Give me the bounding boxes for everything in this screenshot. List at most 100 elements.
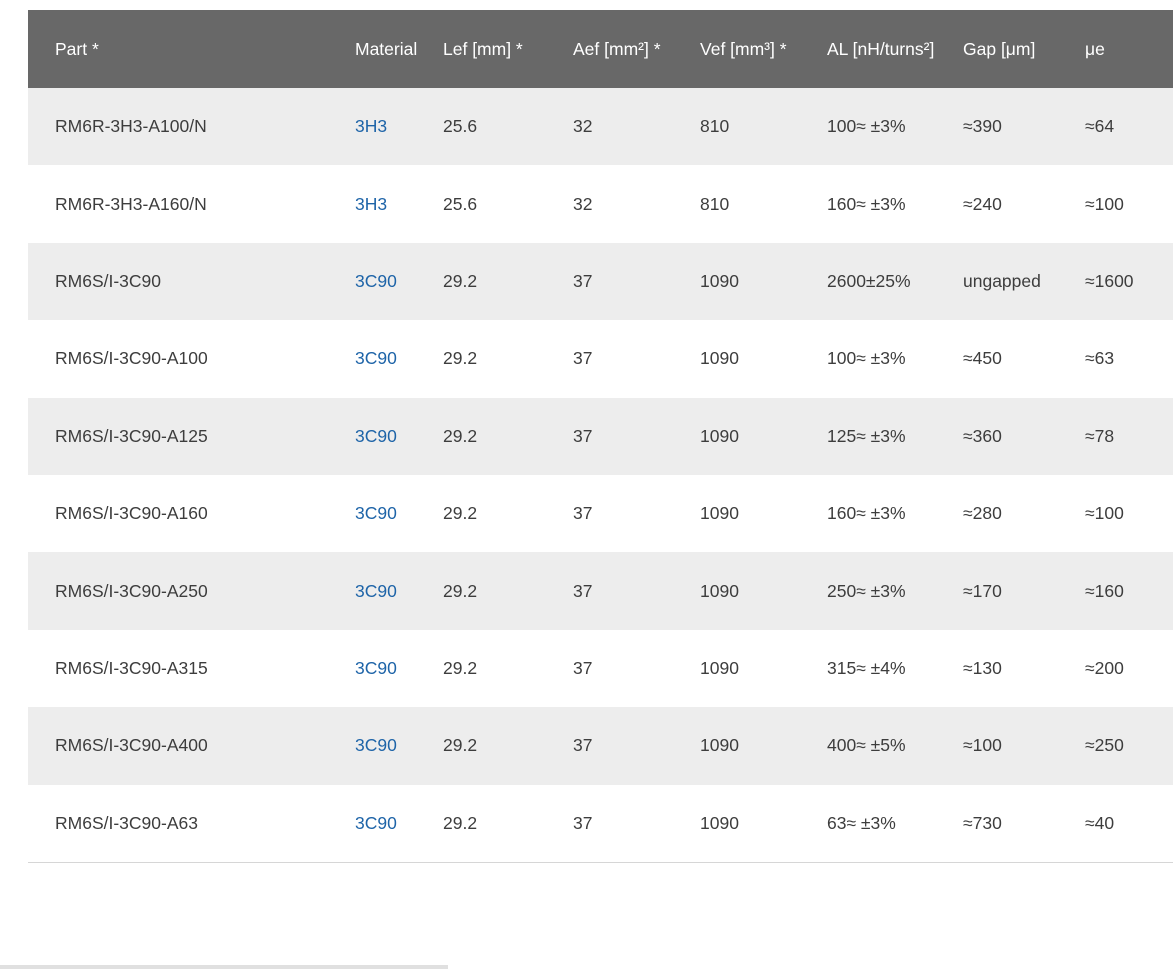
table-row: RM6S/I-3C90-A63 3C90 29.2 37 1090 63≈ ±3% ≈730… (28, 784, 1173, 863)
cell-part: RM6S/I-3C90-A125 (55, 425, 208, 446)
material-link[interactable]: 3C90 (355, 657, 397, 678)
cell-lef: 29.2 (443, 348, 478, 369)
cell-lef: 25.6 (443, 193, 478, 214)
cell-lef: 25.6 (443, 116, 478, 137)
cell-al: 100≈ ±3% (827, 116, 906, 137)
cell-ue: ≈78 (1085, 425, 1115, 446)
material-link[interactable]: 3H3 (355, 116, 388, 137)
cell-part: RM6R-3H3-A160/N (55, 193, 207, 214)
cell-lef: 29.2 (443, 580, 478, 601)
table-body: RM6R-3H3-A100/N 3H3 25.6 32 810 100≈ ±3% ≈390 ≈… (28, 88, 1173, 863)
material-link[interactable]: 3C90 (355, 270, 397, 291)
cell-aef: 32 (573, 116, 593, 137)
cell-lef: 29.2 (443, 735, 478, 756)
table-row: RM6S/I-3C90 3C90 29.2 37 1090 2600±25% ungappe… (28, 242, 1173, 321)
cell-material: 3C90 (355, 243, 443, 320)
cell-ue: ≈200 (1085, 657, 1124, 678)
cell-aef: 37 (573, 270, 593, 291)
cell-gap: ≈170 (963, 580, 1002, 601)
table-row: RM6S/I-3C90-A160 3C90 29.2 37 1090 160≈ ±3% ≈2… (28, 474, 1173, 553)
cell-material: 3C90 (355, 785, 443, 863)
material-link[interactable]: 3C90 (355, 735, 397, 756)
cell-part: RM6S/I-3C90-A63 (55, 812, 198, 833)
cell-gap: ≈450 (963, 348, 1002, 369)
parts-table: Part * Material Lef [mm] * Aef [mm²] * Vef [… (28, 10, 1173, 863)
cell-lef: 29.2 (443, 270, 478, 291)
cell-al: 125≈ ±3% (827, 425, 906, 446)
cell-vef: 1090 (700, 270, 739, 291)
cell-lef: 29.2 (443, 425, 478, 446)
cell-gap: ≈730 (963, 812, 1002, 833)
column-header-al: AL [nH/turns²] (827, 10, 963, 88)
cell-al: 2600±25% (827, 270, 911, 291)
material-link[interactable]: 3C90 (355, 580, 397, 601)
cell-material: 3H3 (355, 165, 443, 242)
cell-aef: 37 (573, 503, 593, 524)
cell-gap: ≈100 (963, 735, 1002, 756)
material-link[interactable]: 3H3 (355, 193, 388, 214)
cell-part: RM6S/I-3C90 (55, 270, 162, 291)
bottom-section-edge (0, 965, 448, 969)
cell-lef: 29.2 (443, 503, 478, 524)
material-link[interactable]: 3C90 (355, 812, 397, 833)
cell-part: RM6R-3H3-A100/N (55, 116, 207, 137)
cell-vef: 1090 (700, 348, 739, 369)
cell-gap: ≈390 (963, 116, 1002, 137)
cell-aef: 37 (573, 348, 593, 369)
cell-vef: 810 (700, 193, 730, 214)
cell-al: 160≈ ±3% (827, 503, 906, 524)
cell-vef: 1090 (700, 503, 739, 524)
cell-lef: 29.2 (443, 657, 478, 678)
cell-ue: ≈40 (1085, 812, 1115, 833)
cell-material: 3H3 (355, 88, 443, 165)
cell-vef: 1090 (700, 735, 739, 756)
cell-part: RM6S/I-3C90-A160 (55, 503, 208, 524)
cell-aef: 37 (573, 580, 593, 601)
table-row: RM6S/I-3C90-A250 3C90 29.2 37 1090 250≈ ±3% ≈1… (28, 552, 1173, 630)
cell-material: 3C90 (355, 398, 443, 475)
cell-material: 3C90 (355, 475, 443, 552)
cell-ue: ≈100 (1085, 503, 1124, 524)
cell-gap: ungapped (963, 270, 1041, 291)
cell-material: 3C90 (355, 552, 443, 629)
material-link[interactable]: 3C90 (355, 348, 397, 369)
cell-part: RM6S/I-3C90-A315 (55, 657, 208, 678)
material-link[interactable]: 3C90 (355, 503, 397, 524)
cell-material: 3C90 (355, 707, 443, 784)
column-header-material: Material (355, 10, 443, 88)
cell-ue: ≈160 (1085, 580, 1124, 601)
cell-part: RM6S/I-3C90-A400 (55, 735, 208, 756)
cell-part: RM6S/I-3C90-A100 (55, 348, 208, 369)
cell-al: 63≈ ±3% (827, 812, 896, 833)
cell-al: 400≈ ±5% (827, 735, 906, 756)
column-header-vef: Vef [mm³] * (700, 10, 827, 88)
column-header-part: Part * (28, 10, 355, 88)
column-header-lef: Lef [mm] * (443, 10, 573, 88)
cell-al: 160≈ ±3% (827, 193, 906, 214)
cell-al: 315≈ ±4% (827, 657, 906, 678)
table-header-row: Part * Material Lef [mm] * Aef [mm²] * Vef [… (28, 10, 1173, 88)
cell-al: 100≈ ±3% (827, 348, 906, 369)
cell-lef: 29.2 (443, 812, 478, 833)
table-row: RM6S/I-3C90-A100 3C90 29.2 37 1090 100≈ ±3% ≈4… (28, 320, 1173, 398)
cell-gap: ≈360 (963, 425, 1002, 446)
cell-vef: 1090 (700, 580, 739, 601)
cell-material: 3C90 (355, 630, 443, 707)
parts-table-container: Part * Material Lef [mm] * Aef [mm²] * Vef [… (28, 10, 1173, 863)
cell-ue: ≈1600 (1085, 270, 1134, 291)
material-link[interactable]: 3C90 (355, 425, 397, 446)
cell-part: RM6S/I-3C90-A250 (55, 580, 208, 601)
column-header-gap: Gap [μm] (963, 10, 1085, 88)
table-row: RM6S/I-3C90-A315 3C90 29.2 37 1090 315≈ ±4% ≈1… (28, 629, 1173, 708)
cell-gap: ≈130 (963, 657, 1002, 678)
cell-gap: ≈240 (963, 193, 1002, 214)
cell-al: 250≈ ±3% (827, 580, 906, 601)
table-row: RM6S/I-3C90-A400 3C90 29.2 37 1090 400≈ ±5% ≈1… (28, 707, 1173, 785)
table-row: RM6R-3H3-A100/N 3H3 25.6 32 810 100≈ ±3% ≈390 ≈… (28, 88, 1173, 166)
cell-gap: ≈280 (963, 503, 1002, 524)
cell-ue: ≈250 (1085, 735, 1124, 756)
table-row: RM6S/I-3C90-A125 3C90 29.2 37 1090 125≈ ±3% ≈3… (28, 397, 1173, 475)
cell-ue: ≈100 (1085, 193, 1124, 214)
cell-aef: 32 (573, 193, 593, 214)
cell-vef: 810 (700, 116, 730, 137)
